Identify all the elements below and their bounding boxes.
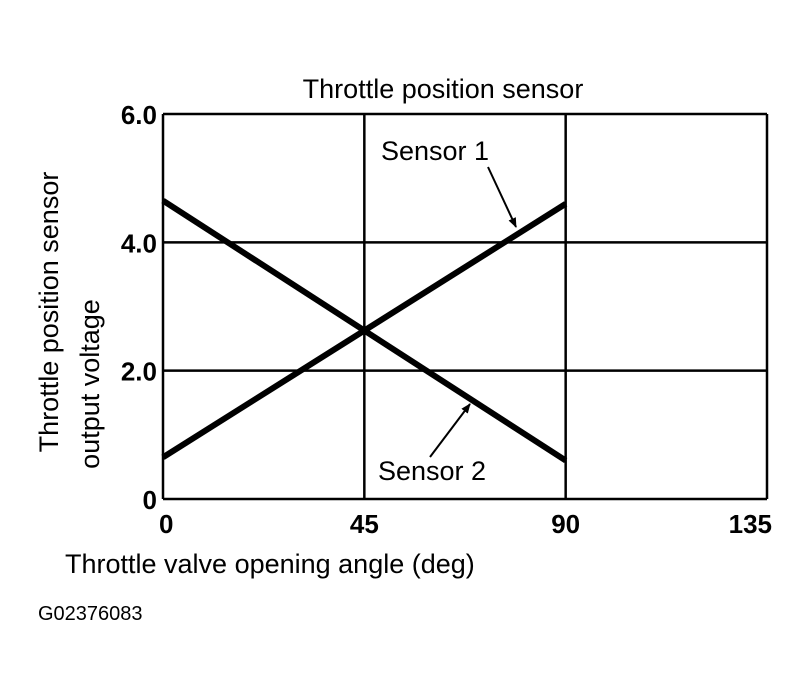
chart-title: Throttle position sensor [303, 74, 584, 104]
series-lines [161, 198, 568, 464]
y-axis-label-line-1: Throttle position sensor [34, 172, 64, 453]
arrow-sensor-1 [487, 166, 517, 228]
y-tick-label: 0 [143, 485, 157, 515]
y-tick-label: 6.0 [121, 100, 157, 130]
y-tick-label: 4.0 [121, 228, 157, 258]
tick-labels: 0 45 90 135 0 2.0 4.0 6.0 [121, 100, 772, 539]
x-tick-label: 0 [159, 509, 173, 539]
y-tick-label: 2.0 [121, 357, 157, 387]
x-tick-label: 90 [551, 509, 580, 539]
annotation-sensor-2: Sensor 2 [378, 456, 486, 486]
x-tick-label: 135 [729, 509, 772, 539]
series-line-sensor-2 [161, 198, 568, 464]
figure-id: G02376083 [38, 603, 143, 625]
arrow-sensor-2 [429, 403, 471, 458]
grid [161, 112, 769, 501]
annotation-sensor-1: Sensor 1 [381, 136, 489, 166]
y-axis-label-line-2: output voltage [75, 299, 105, 469]
x-axis-label: Throttle valve opening angle (deg) [65, 549, 475, 579]
x-tick-label: 45 [350, 509, 379, 539]
